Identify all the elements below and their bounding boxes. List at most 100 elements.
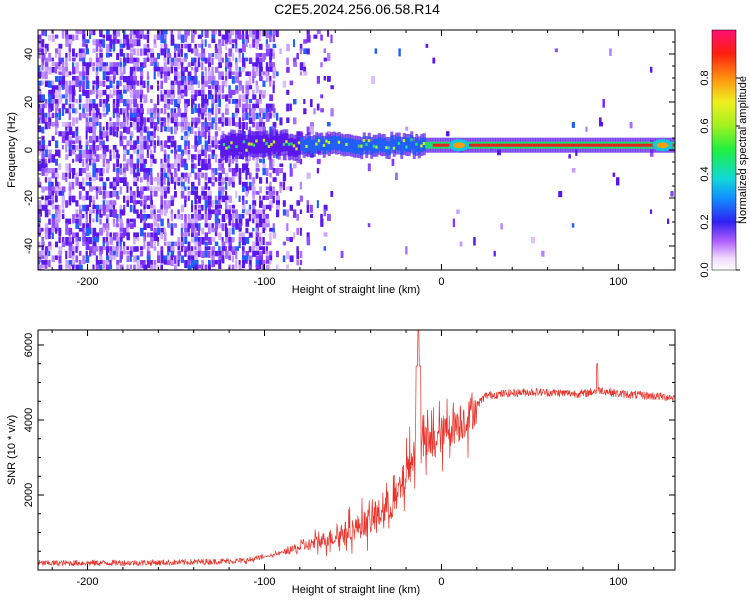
spectrogram-cell: [116, 80, 120, 88]
spectrogram-cell: [68, 241, 73, 250]
spectrogram-cell: [123, 246, 126, 251]
spectrogram-cell: [48, 232, 51, 240]
spectrogram-cell: [170, 112, 174, 120]
spectrogram-cell: [174, 223, 177, 228]
spectrogram-cell: [116, 260, 120, 265]
spectrogram-cell: [75, 209, 78, 215]
signal-core: [510, 143, 514, 147]
spectrogram-cell: [146, 131, 151, 138]
spectrogram-cell: [119, 80, 122, 87]
spectrogram-cell: [208, 85, 211, 89]
spectrogram-cell: [44, 250, 48, 259]
signal-band: [400, 140, 404, 155]
spectrogram-cell: [160, 195, 163, 201]
spectrogram-cell: [225, 177, 229, 181]
spectrogram-cell: [221, 168, 225, 174]
spectrogram-cell: [235, 172, 238, 177]
spectrogram-cell: [313, 108, 316, 115]
spectrogram-cell: [119, 43, 124, 48]
spectrogram-cell: [99, 99, 102, 107]
spectrogram-cell: [320, 108, 324, 113]
spectrogram-cell: [129, 122, 133, 128]
spectrogram-cell: [129, 223, 134, 229]
spectrogram-cell: [44, 227, 49, 235]
signal-band: [292, 138, 296, 157]
spectrogram-cell: [242, 66, 245, 73]
spectrogram-cell: [218, 172, 223, 179]
spectrogram-cell: [48, 158, 51, 164]
spectrogram-cell: [170, 177, 174, 184]
spectrogram-cell: [123, 209, 126, 216]
spectrogram-cell: [82, 89, 86, 96]
spectrogram-cell: [95, 154, 100, 162]
spectrogram-cell: [194, 191, 199, 199]
spectrogram-cell: [58, 191, 63, 196]
spectrogram-cell: [235, 214, 239, 219]
spectrogram-cell: [340, 250, 344, 258]
spectrogram-cell: [129, 191, 134, 196]
spectrogram-cell: [65, 145, 68, 153]
spectrogram-cell: [201, 48, 206, 54]
spectrogram-cell: [119, 99, 124, 104]
spectrogram-cell: [262, 57, 265, 62]
spectrogram-cell: [184, 57, 187, 62]
spectrogram-y-label: Frequency (Hz): [6, 112, 18, 188]
spectrogram-cell: [51, 34, 55, 42]
spectrogram-cell: [163, 158, 167, 163]
spectrogram-cell: [265, 204, 270, 210]
spectrogram-cell: [204, 200, 209, 208]
spectrogram-cell: [174, 158, 177, 168]
spectrogram-cell: [119, 48, 124, 57]
spectrogram-cell: [136, 80, 140, 86]
spectrogram-cell: [184, 200, 187, 208]
spectrogram-cell: [92, 218, 95, 223]
spectrogram-cell: [68, 227, 73, 235]
spectrogram-cell: [201, 108, 206, 116]
spectrogram-cell: [265, 223, 270, 228]
spectrogram-cell: [112, 76, 115, 84]
spectrogram-cell: [65, 227, 69, 235]
spectrogram-cell: [75, 241, 80, 250]
spectrogram-cell: [194, 108, 198, 113]
spectrogram-cell: [177, 30, 182, 38]
spectrogram-cell: [48, 250, 51, 257]
spectrogram-cell: [136, 140, 140, 145]
spectrogram-cell: [133, 172, 138, 178]
spectrogram-cell: [262, 80, 266, 87]
signal-core: [540, 143, 544, 147]
spectrogram-cell: [160, 172, 164, 180]
spectrogram-cell: [48, 89, 53, 97]
spectrogram-cell: [245, 89, 250, 96]
spectrogram-cell: [265, 66, 270, 76]
spectrogram-cell: [143, 57, 147, 63]
spectrogram-cell: [44, 66, 48, 73]
spectrogram-cell: [167, 66, 171, 76]
spectrogram-cell: [235, 48, 239, 53]
spectrogram-cell: [204, 223, 209, 228]
spectrogram-cell: [109, 48, 112, 53]
spectrogram-cell: [204, 218, 208, 225]
spectrogram-cell: [55, 99, 59, 107]
spectrogram-cell: [150, 191, 153, 197]
signal-speck: [272, 140, 276, 144]
spectrogram-cell: [242, 57, 246, 63]
spectrogram-cell: [286, 43, 290, 52]
spectrogram-cell: [276, 71, 279, 77]
spectrogram-cell: [235, 71, 240, 80]
spectrogram-cell: [163, 140, 168, 148]
spectrogram-cell: [68, 71, 72, 76]
spectrogram-cell: [109, 39, 113, 45]
spectrogram-cell: [51, 191, 54, 196]
spectrogram-cell: [92, 117, 96, 123]
spectrogram-cell: [259, 122, 262, 129]
spectrogram-cell: [211, 172, 216, 181]
spectrogram-cell: [282, 255, 286, 262]
spectrogram-cell: [85, 89, 90, 99]
spectrogram-cell: [269, 53, 273, 60]
spectrogram-cell: [133, 108, 137, 115]
spectrogram-cell: [197, 214, 202, 221]
signal-band: [297, 136, 301, 155]
spectrogram-cell: [146, 117, 150, 123]
spectrogram-cell: [38, 264, 42, 270]
spectrogram-cell: [119, 62, 123, 71]
